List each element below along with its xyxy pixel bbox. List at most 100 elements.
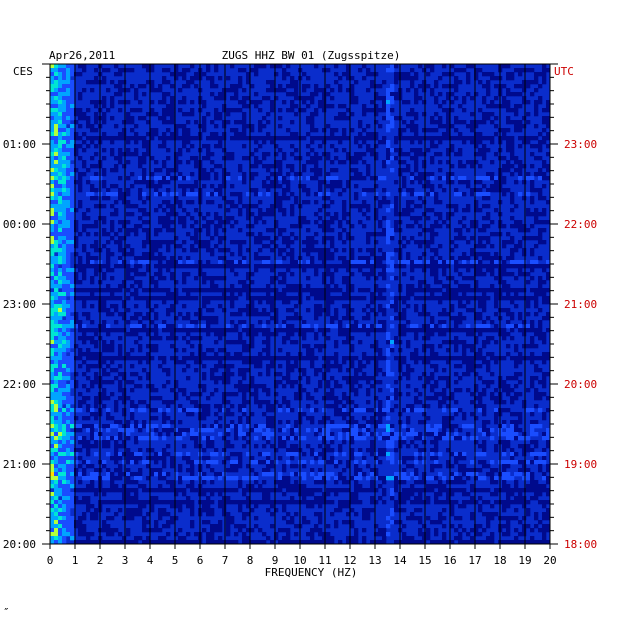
heat-cell bbox=[74, 296, 79, 301]
heat-cell bbox=[358, 220, 363, 225]
heat-cell bbox=[78, 188, 83, 193]
heat-cell bbox=[474, 384, 479, 389]
heat-cell bbox=[74, 276, 79, 281]
heat-cell bbox=[326, 356, 331, 361]
heat-cell bbox=[62, 184, 67, 189]
heat-cell bbox=[118, 220, 123, 225]
heat-cell bbox=[342, 112, 347, 117]
heat-cell bbox=[414, 308, 419, 313]
heat-cell bbox=[302, 320, 307, 325]
heat-cell bbox=[130, 260, 135, 265]
heat-cell bbox=[546, 276, 551, 281]
heat-cell bbox=[50, 376, 55, 381]
heat-cell bbox=[90, 156, 95, 161]
heat-cell bbox=[138, 108, 143, 113]
heat-cell bbox=[86, 408, 91, 413]
heat-cell bbox=[258, 64, 263, 69]
heat-cell bbox=[86, 296, 91, 301]
heat-cell bbox=[226, 220, 231, 225]
heat-cell bbox=[290, 132, 295, 137]
heat-cell bbox=[378, 420, 383, 425]
heat-cell bbox=[454, 388, 459, 393]
heat-cell bbox=[74, 236, 79, 241]
heat-cell bbox=[222, 332, 227, 337]
heat-cell bbox=[530, 200, 535, 205]
heat-cell bbox=[390, 276, 395, 281]
heat-cell bbox=[158, 216, 163, 221]
heat-cell bbox=[386, 340, 391, 345]
heat-cell bbox=[310, 348, 315, 353]
heat-cell bbox=[274, 136, 279, 141]
heat-cell bbox=[306, 236, 311, 241]
heat-cell bbox=[58, 256, 63, 261]
heat-cell bbox=[518, 420, 523, 425]
heat-cell bbox=[62, 88, 67, 93]
heat-cell bbox=[202, 244, 207, 249]
heat-cell bbox=[366, 132, 371, 137]
heat-cell bbox=[542, 176, 547, 181]
heat-cell bbox=[54, 92, 59, 97]
heat-cell bbox=[342, 72, 347, 77]
heat-cell bbox=[82, 300, 87, 305]
heat-cell bbox=[486, 252, 491, 257]
heat-cell bbox=[362, 224, 367, 229]
heat-cell bbox=[58, 292, 63, 297]
heat-cell bbox=[274, 260, 279, 265]
heat-cell bbox=[362, 192, 367, 197]
heat-cell bbox=[78, 136, 83, 141]
heat-cell bbox=[214, 68, 219, 73]
heat-cell bbox=[382, 412, 387, 417]
heat-cell bbox=[118, 348, 123, 353]
heat-cell bbox=[370, 292, 375, 297]
heat-cell bbox=[514, 108, 519, 113]
heat-cell bbox=[482, 304, 487, 309]
heat-cell bbox=[162, 224, 167, 229]
heat-cell bbox=[438, 168, 443, 173]
heat-cell bbox=[382, 96, 387, 101]
heat-cell bbox=[534, 332, 539, 337]
heat-cell bbox=[410, 236, 415, 241]
heat-cell bbox=[514, 376, 519, 381]
heat-cell bbox=[186, 396, 191, 401]
heat-cell bbox=[302, 412, 307, 417]
heat-cell bbox=[78, 408, 83, 413]
heat-cell bbox=[438, 332, 443, 337]
heat-cell bbox=[366, 360, 371, 365]
heat-cell bbox=[186, 140, 191, 145]
heat-cell bbox=[90, 100, 95, 105]
heat-cell bbox=[186, 160, 191, 165]
heat-cell bbox=[438, 300, 443, 305]
heat-cell bbox=[378, 204, 383, 209]
heat-cell bbox=[322, 376, 327, 381]
heat-cell bbox=[510, 300, 515, 305]
heat-cell bbox=[54, 96, 59, 101]
heat-cell bbox=[474, 272, 479, 277]
heat-cell bbox=[322, 196, 327, 201]
heat-cell bbox=[314, 296, 319, 301]
heat-cell bbox=[466, 228, 471, 233]
heat-cell bbox=[214, 288, 219, 293]
heat-cell bbox=[174, 124, 179, 129]
heat-cell bbox=[486, 112, 491, 117]
heat-cell bbox=[62, 392, 67, 397]
heat-cell bbox=[354, 324, 359, 329]
heat-cell bbox=[450, 212, 455, 217]
heat-cell bbox=[294, 136, 299, 141]
heat-cell bbox=[366, 136, 371, 141]
heat-cell bbox=[142, 156, 147, 161]
heat-cell bbox=[138, 216, 143, 221]
heat-cell bbox=[474, 136, 479, 141]
heat-cell bbox=[114, 208, 119, 213]
heat-cell bbox=[258, 100, 263, 105]
heat-cell bbox=[506, 392, 511, 397]
heat-cell bbox=[122, 392, 127, 397]
heat-cell bbox=[286, 108, 291, 113]
heat-cell bbox=[170, 192, 175, 197]
heat-cell bbox=[302, 216, 307, 221]
heat-cell bbox=[290, 364, 295, 369]
heat-cell bbox=[434, 272, 439, 277]
heat-cell bbox=[474, 316, 479, 321]
heat-cell bbox=[350, 328, 355, 333]
heat-cell bbox=[270, 172, 275, 177]
heat-cell bbox=[138, 84, 143, 89]
